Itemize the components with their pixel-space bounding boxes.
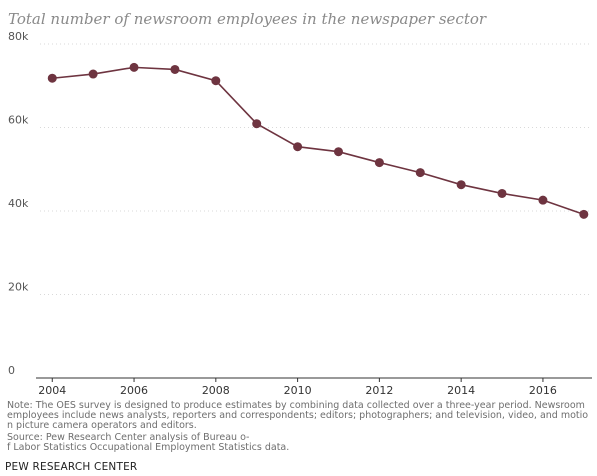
- data-point: [129, 62, 139, 72]
- data-point: [579, 209, 589, 219]
- series-line: [52, 66, 585, 216]
- x-tick-label: 2016: [529, 384, 557, 397]
- y-tick-label: 0: [8, 364, 15, 377]
- data-point: [47, 73, 57, 83]
- x-tick-label: 2006: [120, 384, 148, 397]
- x-tick-label: 2010: [284, 384, 312, 397]
- data-point: [293, 142, 303, 152]
- data-point: [415, 168, 425, 178]
- data-points: [47, 62, 589, 219]
- x-tick-label: 2008: [202, 384, 230, 397]
- x-axis-ticks: 2004 2006 2008 2010 2012 2014 2016: [38, 378, 557, 397]
- y-tick-label: 20k: [8, 281, 29, 294]
- data-point: [170, 64, 180, 74]
- brand-label: PEW RESEARCH CENTER: [5, 461, 138, 473]
- source-line-2: f Labor Statistics Occupational Employme…: [7, 442, 290, 453]
- data-point: [88, 69, 98, 79]
- data-point: [211, 76, 221, 86]
- source-line-1: Source: Pew Research Center analysis of …: [7, 432, 250, 443]
- y-tick-label: 80k: [8, 30, 29, 43]
- data-point: [538, 195, 548, 205]
- x-tick-label: 2004: [38, 384, 66, 397]
- data-point: [252, 119, 262, 129]
- grid-lines: [40, 43, 592, 295]
- data-point: [333, 147, 343, 157]
- data-point: [374, 158, 384, 168]
- chart-title: Total number of newsroom employees in th…: [8, 10, 487, 28]
- y-tick-label: 40k: [8, 197, 29, 210]
- y-axis-ticks: 0 20k 40k 60k 80k: [8, 30, 29, 377]
- x-tick-label: 2014: [447, 384, 475, 397]
- chart-source: Source: Pew Research Center analysis of …: [7, 433, 592, 453]
- y-tick-label: 60k: [8, 114, 29, 127]
- chart-note: Note: The OES survey is designed to prod…: [7, 400, 589, 431]
- data-point: [497, 188, 507, 198]
- x-tick-label: 2012: [365, 384, 393, 397]
- data-point: [456, 180, 466, 190]
